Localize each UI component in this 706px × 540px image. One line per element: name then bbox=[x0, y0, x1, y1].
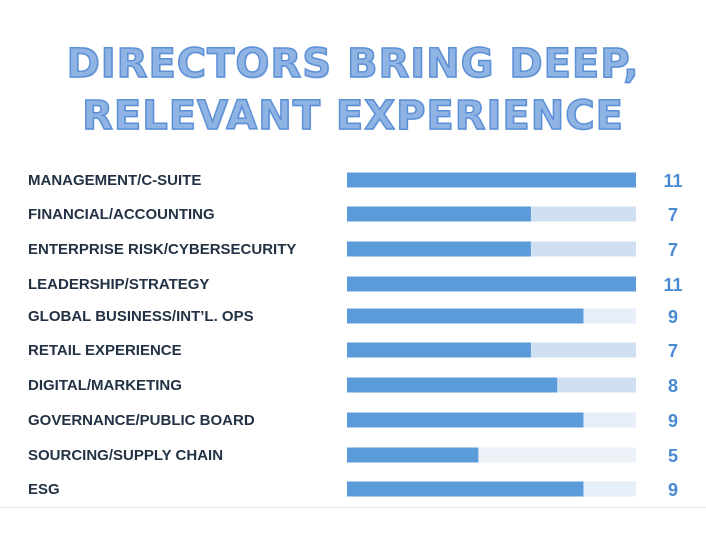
bar-row: GLOBAL BUSINESS/INT’L. OPS 9 bbox=[28, 307, 678, 327]
bar-row: ENTERPRISE RISK/CYBERSECURITY 7 bbox=[28, 240, 678, 260]
bar bbox=[347, 481, 584, 497]
category-label: ENTERPRISE RISK/CYBERSECURITY bbox=[28, 241, 296, 258]
value-label: 8 bbox=[668, 376, 678, 396]
category-label: RETAIL EXPERIENCE bbox=[28, 342, 182, 359]
bar bbox=[347, 276, 636, 292]
bar-row: GOVERNANCE/PUBLIC BOARD 9 bbox=[28, 411, 678, 431]
category-label: LEADERSHIP/STRATEGY bbox=[28, 276, 209, 293]
value-label: 7 bbox=[668, 205, 678, 225]
bar-row: RETAIL EXPERIENCE 7 bbox=[28, 341, 678, 361]
bar bbox=[347, 172, 636, 188]
value-label: 9 bbox=[668, 307, 678, 327]
value-label: 7 bbox=[668, 240, 678, 260]
bar-row: MANAGEMENT/C-SUITE 11 bbox=[28, 171, 683, 191]
bar-row: FINANCIAL/ACCOUNTING 7 bbox=[28, 205, 678, 225]
bar bbox=[347, 377, 558, 393]
bar bbox=[347, 412, 584, 428]
bar-row: ESG 9 bbox=[28, 480, 678, 500]
bar-row: DIGITAL/MARKETING 8 bbox=[28, 376, 678, 396]
category-label: GOVERNANCE/PUBLIC BOARD bbox=[28, 412, 255, 429]
footer-divider bbox=[0, 507, 706, 508]
category-label: DIGITAL/MARKETING bbox=[28, 377, 182, 394]
value-label: 9 bbox=[668, 411, 678, 431]
title-line-2: RELEVANT EXPERIENCE bbox=[81, 92, 624, 140]
value-label: 7 bbox=[668, 341, 678, 361]
bar bbox=[347, 206, 531, 222]
bar bbox=[347, 342, 531, 358]
category-label: GLOBAL BUSINESS/INT’L. OPS bbox=[28, 308, 254, 325]
category-label: MANAGEMENT/C-SUITE bbox=[28, 172, 201, 189]
bar-row: LEADERSHIP/STRATEGY 11 bbox=[28, 275, 683, 295]
category-label: FINANCIAL/ACCOUNTING bbox=[28, 206, 215, 223]
bar bbox=[347, 308, 584, 324]
category-label: SOURCING/SUPPLY CHAIN bbox=[28, 447, 223, 464]
bar bbox=[347, 447, 479, 463]
value-label: 11 bbox=[663, 275, 682, 295]
value-label: 5 bbox=[668, 446, 678, 466]
bar-row: SOURCING/SUPPLY CHAIN 5 bbox=[28, 446, 678, 466]
title-line-1: DIRECTORS BRING DEEP, bbox=[66, 40, 640, 88]
value-label: 9 bbox=[668, 480, 678, 500]
bar bbox=[347, 241, 531, 257]
category-label: ESG bbox=[28, 481, 60, 498]
chart-title: DIRECTORS BRING DEEP, RELEVANT EXPERIENC… bbox=[0, 38, 706, 142]
value-label: 11 bbox=[663, 171, 682, 191]
